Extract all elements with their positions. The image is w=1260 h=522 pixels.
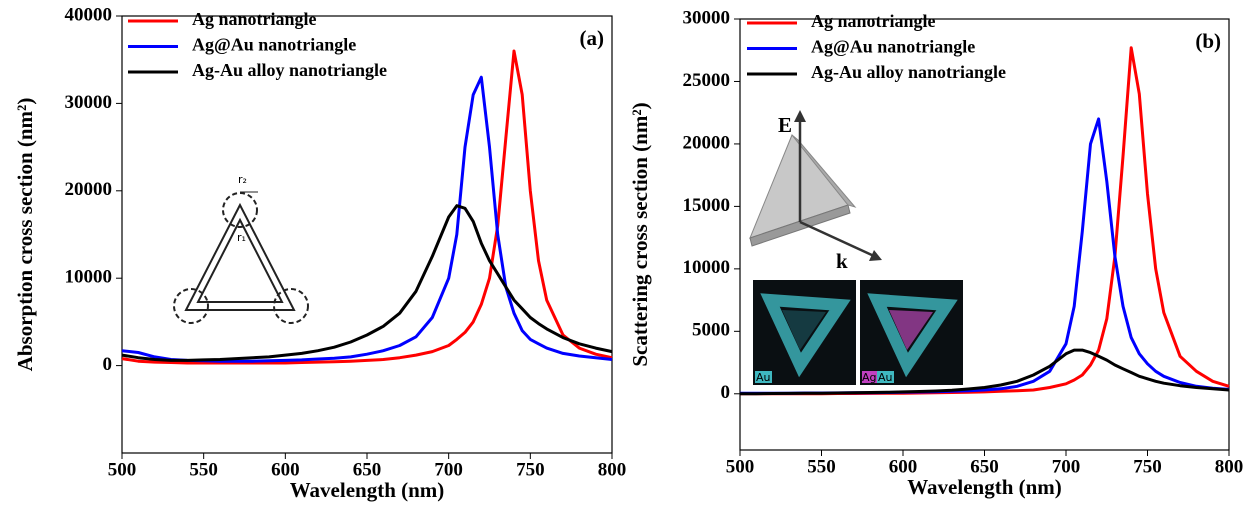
y-tick-label: 5000 bbox=[692, 320, 730, 341]
x-tick-label: 750 bbox=[516, 459, 545, 480]
panel-label: (b) bbox=[1195, 29, 1221, 53]
legend-label: Ag-Au alloy nanotriangle bbox=[192, 60, 387, 80]
series-line bbox=[121, 49, 613, 365]
x-tick-label: 500 bbox=[726, 456, 755, 477]
inset-3d-triangle bbox=[749, 110, 882, 261]
x-tick-label: 650 bbox=[970, 456, 999, 477]
x-tick-label: 650 bbox=[353, 459, 382, 480]
y-tick-label: 30000 bbox=[683, 7, 731, 28]
legend-label: Ag@Au nanotriangle bbox=[192, 35, 356, 55]
y-tick-label: 20000 bbox=[65, 179, 113, 200]
inset-label: Ag bbox=[862, 371, 877, 384]
inset-label: Au bbox=[878, 371, 893, 384]
inset-schematic bbox=[173, 191, 309, 324]
y-tick-label: 20000 bbox=[683, 132, 731, 153]
inset-label: Au bbox=[756, 371, 771, 384]
y-tick-label: 25000 bbox=[683, 70, 731, 91]
inset-label: r₁ bbox=[237, 231, 246, 244]
y-tick-label: 10000 bbox=[65, 267, 113, 288]
legend-label: Ag@Au nanotriangle bbox=[811, 37, 975, 57]
x-tick-label: 750 bbox=[1133, 456, 1162, 477]
inset-label: E bbox=[778, 113, 792, 137]
legend-label: Ag-Au alloy nanotriangle bbox=[811, 62, 1006, 82]
x-axis-title: Wavelength (nm) bbox=[907, 475, 1062, 499]
plot-frame bbox=[121, 15, 613, 454]
x-tick-label: 700 bbox=[434, 459, 463, 480]
x-tick-label: 500 bbox=[108, 459, 137, 480]
x-tick-label: 700 bbox=[1052, 456, 1081, 477]
x-tick-label: 800 bbox=[598, 459, 627, 480]
plot-frame bbox=[739, 18, 1230, 451]
y-tick-label: 30000 bbox=[65, 92, 113, 113]
y-tick-label: 10000 bbox=[683, 257, 731, 278]
x-tick-label: 800 bbox=[1215, 456, 1244, 477]
legend-label: Ag nanotriangle bbox=[192, 9, 317, 29]
series-line bbox=[739, 348, 1230, 396]
inset-label: r₂ bbox=[238, 173, 247, 186]
x-tick-label: 550 bbox=[807, 456, 836, 477]
y-axis-title: Scattering cross section (nm²) bbox=[628, 102, 652, 366]
legend-label: Ag nanotriangle bbox=[811, 11, 936, 31]
panel-label: (a) bbox=[580, 26, 605, 50]
y-tick-label: 40000 bbox=[65, 4, 113, 25]
x-axis-title: Wavelength (nm) bbox=[290, 478, 445, 502]
x-tick-label: 600 bbox=[271, 459, 300, 480]
inset-edx-maps bbox=[753, 280, 963, 385]
x-tick-label: 600 bbox=[889, 456, 918, 477]
y-axis-title: Absorption cross section (nm²) bbox=[13, 98, 37, 372]
series-line bbox=[121, 75, 613, 363]
series-line bbox=[121, 204, 613, 362]
y-tick-label: 0 bbox=[103, 354, 113, 375]
y-tick-label: 0 bbox=[721, 382, 731, 403]
y-tick-label: 15000 bbox=[683, 195, 731, 216]
x-tick-label: 550 bbox=[189, 459, 218, 480]
inset-label: k bbox=[836, 249, 848, 273]
